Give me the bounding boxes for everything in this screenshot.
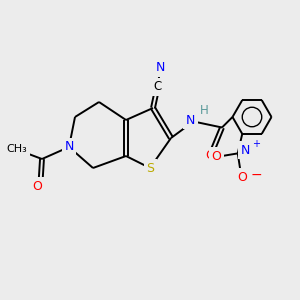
Text: O: O	[33, 179, 42, 193]
Text: H: H	[200, 104, 208, 118]
Text: O: O	[211, 150, 221, 163]
Text: N: N	[186, 113, 195, 127]
Text: +: +	[252, 139, 260, 149]
Text: O: O	[205, 149, 215, 163]
Text: N: N	[64, 140, 74, 154]
Text: −: −	[250, 168, 262, 182]
Text: O: O	[237, 171, 247, 184]
Text: N: N	[156, 61, 165, 74]
Text: C: C	[153, 80, 162, 94]
Text: N: N	[241, 144, 250, 157]
Text: S: S	[146, 161, 154, 175]
Text: CH₃: CH₃	[6, 143, 27, 154]
